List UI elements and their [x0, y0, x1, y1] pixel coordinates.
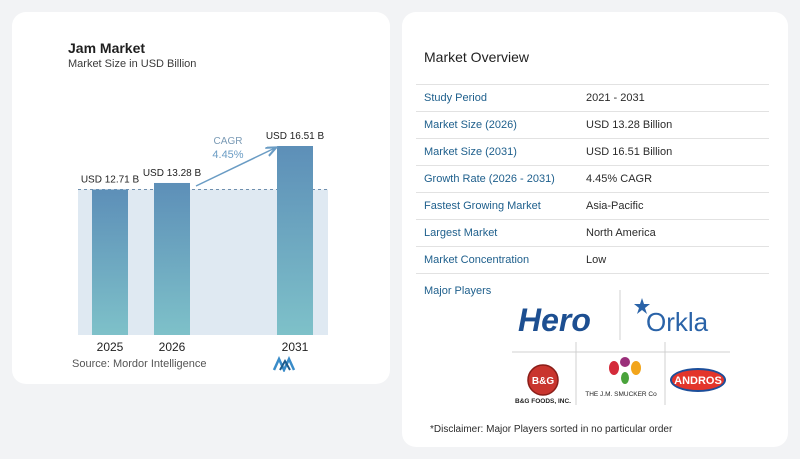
bar-value-label: USD 13.28 B	[143, 168, 202, 179]
bar-2025	[92, 189, 128, 335]
row-value: 4.45% CAGR	[586, 173, 653, 185]
row-label: Fastest Growing Market	[424, 200, 541, 212]
table-row: Growth Rate (2026 - 2031) 4.45% CAGR	[416, 166, 769, 193]
x-tick-label: 2025	[97, 340, 124, 354]
table-row: Largest Market North America	[416, 220, 769, 247]
bg-foods-logo-monogram: B&G	[532, 376, 554, 387]
bar-2026	[154, 182, 190, 335]
source-text: Source: Mordor Intelligence	[72, 358, 207, 370]
orkla-logo: Orkla	[634, 298, 709, 337]
row-label: Growth Rate (2026 - 2031)	[424, 173, 555, 185]
orkla-logo-text: Orkla	[646, 307, 709, 337]
row-value: Asia-Pacific	[586, 200, 644, 212]
cagr-label: CAGR	[214, 136, 243, 147]
smucker-logo: THE J.M. SMUCKER Co	[585, 357, 657, 398]
andros-logo: ANDROS	[670, 368, 726, 392]
row-value: USD 16.51 Billion	[586, 146, 673, 158]
mordor-logo-icon	[272, 356, 296, 372]
andros-logo-text: ANDROS	[674, 375, 722, 387]
bg-foods-logo-text: B&G FOODS, INC.	[515, 398, 571, 405]
row-value: Low	[586, 254, 607, 266]
overview-table: Study Period 2021 - 2031 Market Size (20…	[416, 84, 769, 274]
row-label: Market Size (2031)	[424, 146, 517, 158]
row-value: 2021 - 2031	[586, 92, 645, 104]
smucker-logo-text: THE J.M. SMUCKER Co	[585, 391, 657, 398]
orkla-star-icon	[634, 298, 650, 314]
table-row: Market Size (2026) USD 13.28 Billion	[416, 112, 769, 139]
x-tick-label: 2031	[282, 340, 309, 354]
bar-value-label: USD 12.71 B	[81, 175, 140, 186]
table-row: Fastest Growing Market Asia-Pacific	[416, 193, 769, 220]
row-value: North America	[586, 227, 656, 239]
cagr-arrow	[195, 148, 275, 187]
bg-foods-logo: B&G B&G FOODS, INC.	[515, 364, 571, 405]
table-row: Market Concentration Low	[416, 247, 769, 274]
cagr-value: 4.45%	[212, 149, 243, 161]
bar-value-label: USD 16.51 B	[266, 131, 325, 142]
major-players-title: Major Players	[424, 285, 492, 297]
row-label: Study Period	[424, 92, 487, 104]
row-label: Market Concentration	[424, 254, 530, 266]
row-label: Largest Market	[424, 227, 498, 239]
disclaimer: *Disclaimer: Major Players sorted in no …	[430, 424, 673, 435]
x-tick-label: 2026	[159, 340, 186, 354]
chart-subtitle: Market Size in USD Billion	[68, 58, 197, 70]
smucker-strawberry-icon	[609, 361, 619, 375]
overview-title: Market Overview	[424, 49, 530, 65]
row-label: Market Size (2026)	[424, 119, 517, 131]
row-value: USD 13.28 Billion	[586, 119, 673, 131]
table-row: Study Period 2021 - 2031	[416, 85, 769, 112]
bar-chart: USD 12.71 B 2025 USD 13.28 B 2026 USD 16.51 …	[78, 131, 328, 354]
table-row: Market Size (2031) USD 16.51 Billion	[416, 139, 769, 166]
hero-logo: Hero	[518, 302, 591, 338]
chart-title: Jam Market	[68, 40, 146, 56]
bar-2031	[277, 146, 313, 335]
